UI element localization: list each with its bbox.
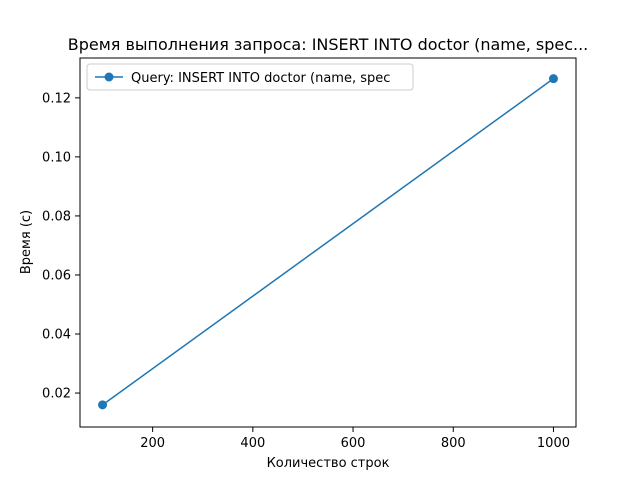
plot-area [79, 57, 577, 428]
data-point [98, 400, 108, 410]
data-point [548, 74, 558, 84]
y-tick-label: 0.06 [42, 268, 71, 283]
series-line [102, 78, 554, 406]
y-axis: 0.02 0.04 0.06 0.08 0.10 0.12 [42, 91, 80, 402]
y-tick-label: 0.04 [42, 328, 71, 343]
y-axis-label: Время (с) [19, 210, 34, 274]
y-tick-label: 0.12 [42, 91, 71, 106]
x-tick-label: 800 [441, 436, 466, 451]
x-axis: 200 400 600 800 1000 [140, 427, 570, 451]
x-axis-label: Количество строк [267, 456, 390, 471]
legend-marker-swatch [104, 72, 114, 82]
x-tick-label: 400 [240, 436, 265, 451]
y-tick-label: 0.10 [42, 150, 71, 165]
axes-frame [79, 57, 577, 428]
x-tick-label: 600 [341, 436, 366, 451]
legend: Query: INSERT INTO doctor (name, spec [86, 63, 414, 91]
legend-entry-label: Query: INSERT INTO doctor (name, spec [131, 71, 390, 86]
y-tick-label: 0.08 [42, 209, 71, 224]
y-tick-label: 0.02 [42, 387, 71, 402]
series-layer [98, 74, 558, 410]
x-tick-label: 1000 [537, 436, 570, 451]
chart-title: Время выполнения запроса: INSERT INTO do… [68, 35, 589, 54]
legend-box [86, 63, 414, 91]
x-tick-label: 200 [140, 436, 165, 451]
